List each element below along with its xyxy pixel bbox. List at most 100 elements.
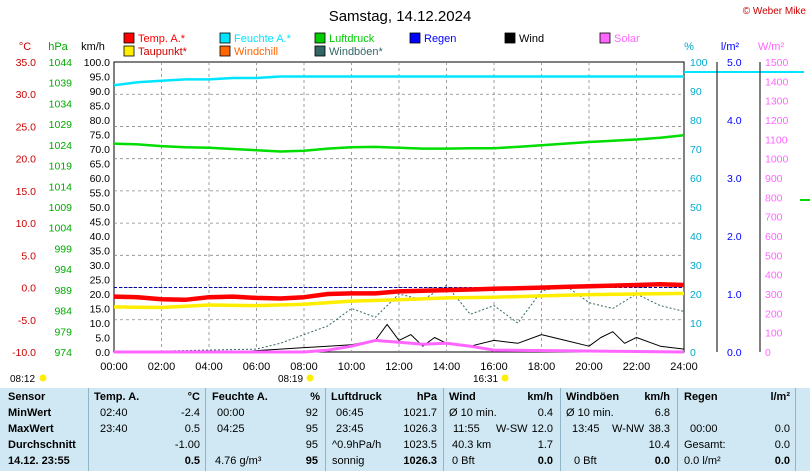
humidity-tick-label: 30 bbox=[690, 260, 702, 272]
legend-swatch bbox=[219, 45, 231, 57]
humidity-current: 95 bbox=[305, 455, 318, 467]
rain-max: 0.0 bbox=[774, 423, 790, 435]
pressure-tick-label: 994 bbox=[54, 264, 72, 276]
wind-header: Wind bbox=[449, 391, 476, 403]
pressure-max-time: 23:45 bbox=[336, 423, 364, 435]
temp-tick-label: 10.0 bbox=[16, 218, 37, 230]
wind-tick-label: 35.0 bbox=[90, 246, 111, 258]
gust-bft: 0 Bft bbox=[574, 455, 597, 467]
rain-tick-label: 2.0 bbox=[727, 231, 742, 243]
temp-tick-label: 35.0 bbox=[16, 57, 37, 69]
x-tick-label: 06:00 bbox=[243, 361, 271, 373]
solar-tick-label: 0 bbox=[765, 347, 771, 359]
humidity-tick-label: 70 bbox=[690, 144, 702, 156]
legend-swatch bbox=[314, 45, 326, 57]
humidity-unit: % bbox=[310, 391, 320, 403]
pressure-tick-label: 1004 bbox=[49, 223, 73, 235]
wind-tick-label: 45.0 bbox=[90, 217, 111, 229]
pressure-unit: hPa bbox=[416, 391, 437, 403]
rain-unit-label: l/m² bbox=[721, 41, 740, 53]
solar-tick-label: 600 bbox=[765, 231, 783, 243]
temp-avg: -1.00 bbox=[174, 439, 200, 451]
temp-min: -2.4 bbox=[181, 407, 200, 419]
temp-min-time: 02:40 bbox=[100, 407, 128, 419]
pressure-tick-label: 989 bbox=[54, 285, 72, 297]
series-feuchtea-line bbox=[113, 75, 684, 87]
pressure-tick-label: 984 bbox=[54, 306, 72, 318]
pressure-condition: sonnig bbox=[332, 455, 365, 467]
temp-tick-label: 25.0 bbox=[16, 121, 37, 133]
wind-tick-label: 0.0 bbox=[95, 347, 110, 359]
gust-avg10-label: Ø 10 min. bbox=[566, 407, 614, 419]
legend-label: Luftdruck bbox=[329, 33, 375, 45]
wind-tick-label: 70.0 bbox=[90, 144, 111, 156]
humidity-tick-label: 80 bbox=[690, 115, 702, 127]
pressure-min-time: 06:45 bbox=[336, 407, 364, 419]
wind-tick-label: 95.0 bbox=[90, 72, 111, 84]
temp-tick-label: -10.0 bbox=[12, 347, 36, 359]
temp-unit: °C bbox=[187, 391, 200, 403]
x-tick-label: 18:00 bbox=[528, 361, 556, 373]
wind-tick-label: 30.0 bbox=[90, 260, 111, 272]
x-tick-label: 02:00 bbox=[148, 361, 176, 373]
chart-grid bbox=[114, 62, 684, 352]
wind-tick-label: 10.0 bbox=[90, 318, 111, 330]
chart-legend: Temp. A.* Feuchte A.* Luftdruck Regen Wind So… bbox=[123, 32, 640, 58]
legend-swatch bbox=[409, 32, 421, 44]
pressure-tick-label: 1029 bbox=[49, 119, 73, 131]
x-tick-label: 16:00 bbox=[480, 361, 508, 373]
wind-current: 0.0 bbox=[537, 455, 553, 467]
wind-unit-label: km/h bbox=[81, 41, 105, 53]
statistics-table: Sensor MinWert MaxWert Durchschnitt 14.1… bbox=[0, 388, 810, 471]
pressure-unit-label: hPa bbox=[48, 41, 68, 53]
wind-tick-label: 5.0 bbox=[95, 333, 110, 345]
solar-unit-label: W/m² bbox=[758, 41, 785, 53]
humidity-header: Feuchte A. bbox=[212, 391, 268, 403]
temp-max: 0.5 bbox=[184, 423, 200, 435]
wind-tick-label: 20.0 bbox=[90, 289, 111, 301]
left-time-label: 08:12 bbox=[10, 374, 35, 385]
gust-max-time: 13:45 bbox=[572, 423, 600, 435]
humidity-tick-label: 40 bbox=[690, 231, 702, 243]
series-wind-line bbox=[114, 323, 685, 353]
wind-tick-label: 15.0 bbox=[90, 304, 111, 316]
temp-tick-label: 20.0 bbox=[16, 154, 37, 166]
pressure-tick-label: 1009 bbox=[49, 202, 73, 214]
legend-swatch bbox=[504, 32, 516, 44]
sensor-header: Sensor bbox=[8, 391, 46, 403]
solar-tick-label: 800 bbox=[765, 192, 783, 204]
solar-tick-label: 1500 bbox=[765, 57, 789, 69]
legend-label: Regen bbox=[424, 33, 456, 45]
wind-tick-label: 40.0 bbox=[90, 231, 111, 243]
pressure-tick-label: 1039 bbox=[49, 78, 73, 90]
series-taupunkt-line bbox=[113, 291, 685, 310]
pressure-tick-label: 1044 bbox=[49, 57, 73, 69]
current-time-label: 14.12. 23:55 bbox=[8, 455, 70, 467]
legend-swatch bbox=[219, 32, 231, 44]
series-windben-line bbox=[113, 284, 685, 353]
solar-tick-label: 700 bbox=[765, 212, 783, 224]
pressure-tick-label: 1014 bbox=[49, 181, 73, 193]
wind-tick-label: 75.0 bbox=[90, 130, 111, 142]
rain-total: 0.0 bbox=[774, 439, 790, 451]
legend-swatch bbox=[123, 45, 135, 57]
wind-tick-label: 90.0 bbox=[90, 86, 111, 98]
temp-tick-label: 30.0 bbox=[16, 89, 37, 101]
rain-tick-label: 0.0 bbox=[727, 347, 742, 359]
temp-max-time: 23:40 bbox=[100, 423, 128, 435]
rain-header: Regen bbox=[684, 391, 718, 403]
temp-unit-label: °C bbox=[19, 41, 31, 53]
temp-tick-label: 0.0 bbox=[21, 283, 36, 295]
rain-unit: l/m² bbox=[770, 391, 790, 403]
solar-tick-label: 1100 bbox=[765, 134, 788, 146]
wind-tick-label: 65.0 bbox=[90, 159, 111, 171]
gust-max: 38.3 bbox=[648, 423, 670, 435]
legend-label: Feuchte A.* bbox=[234, 33, 292, 45]
temp-current: 0.5 bbox=[184, 455, 200, 467]
legend-swatch bbox=[314, 32, 326, 44]
pressure-tick-label: 979 bbox=[54, 326, 72, 338]
solar-tick-label: 100 bbox=[765, 328, 783, 340]
wind-tick-label: 100.0 bbox=[84, 57, 110, 69]
sunset-icon bbox=[501, 374, 509, 382]
wind-tick-label: 55.0 bbox=[90, 188, 111, 200]
